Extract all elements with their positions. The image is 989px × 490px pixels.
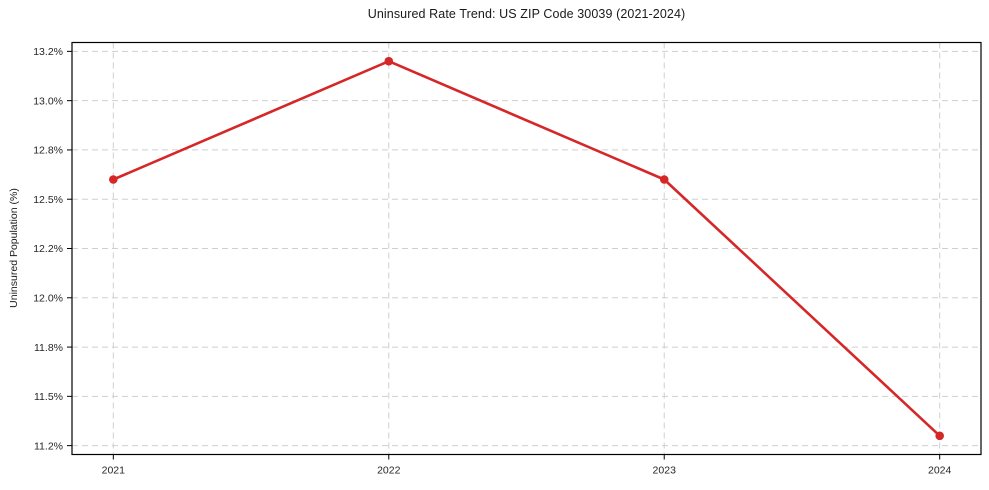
y-tick-label: 11.8% bbox=[34, 342, 63, 354]
y-tick-label: 13.0% bbox=[33, 95, 63, 107]
trend-line bbox=[112, 59, 941, 438]
y-tick-label: 13.2% bbox=[33, 46, 63, 58]
y-tick-label: 11.5% bbox=[34, 391, 63, 403]
data-point-marker bbox=[384, 56, 394, 66]
y-tick-label: 12.0% bbox=[33, 292, 63, 304]
x-tick-label: 2024 bbox=[928, 465, 952, 477]
x-tick-label: 2022 bbox=[377, 465, 401, 477]
data-point-marker bbox=[935, 431, 944, 441]
y-tick-label: 12.2% bbox=[33, 243, 63, 255]
data-point-marker bbox=[109, 175, 118, 184]
x-tick-label: 2023 bbox=[653, 465, 677, 477]
x-tick-label: 2021 bbox=[102, 465, 126, 477]
y-tick-label: 12.5% bbox=[33, 194, 63, 206]
chart-title: Uninsured Rate Trend: US ZIP Code 30039 … bbox=[367, 7, 686, 21]
y-tick-label: 12.8% bbox=[33, 145, 63, 157]
data-point-marker bbox=[659, 175, 669, 184]
y-tick-label: 11.2% bbox=[34, 440, 63, 452]
